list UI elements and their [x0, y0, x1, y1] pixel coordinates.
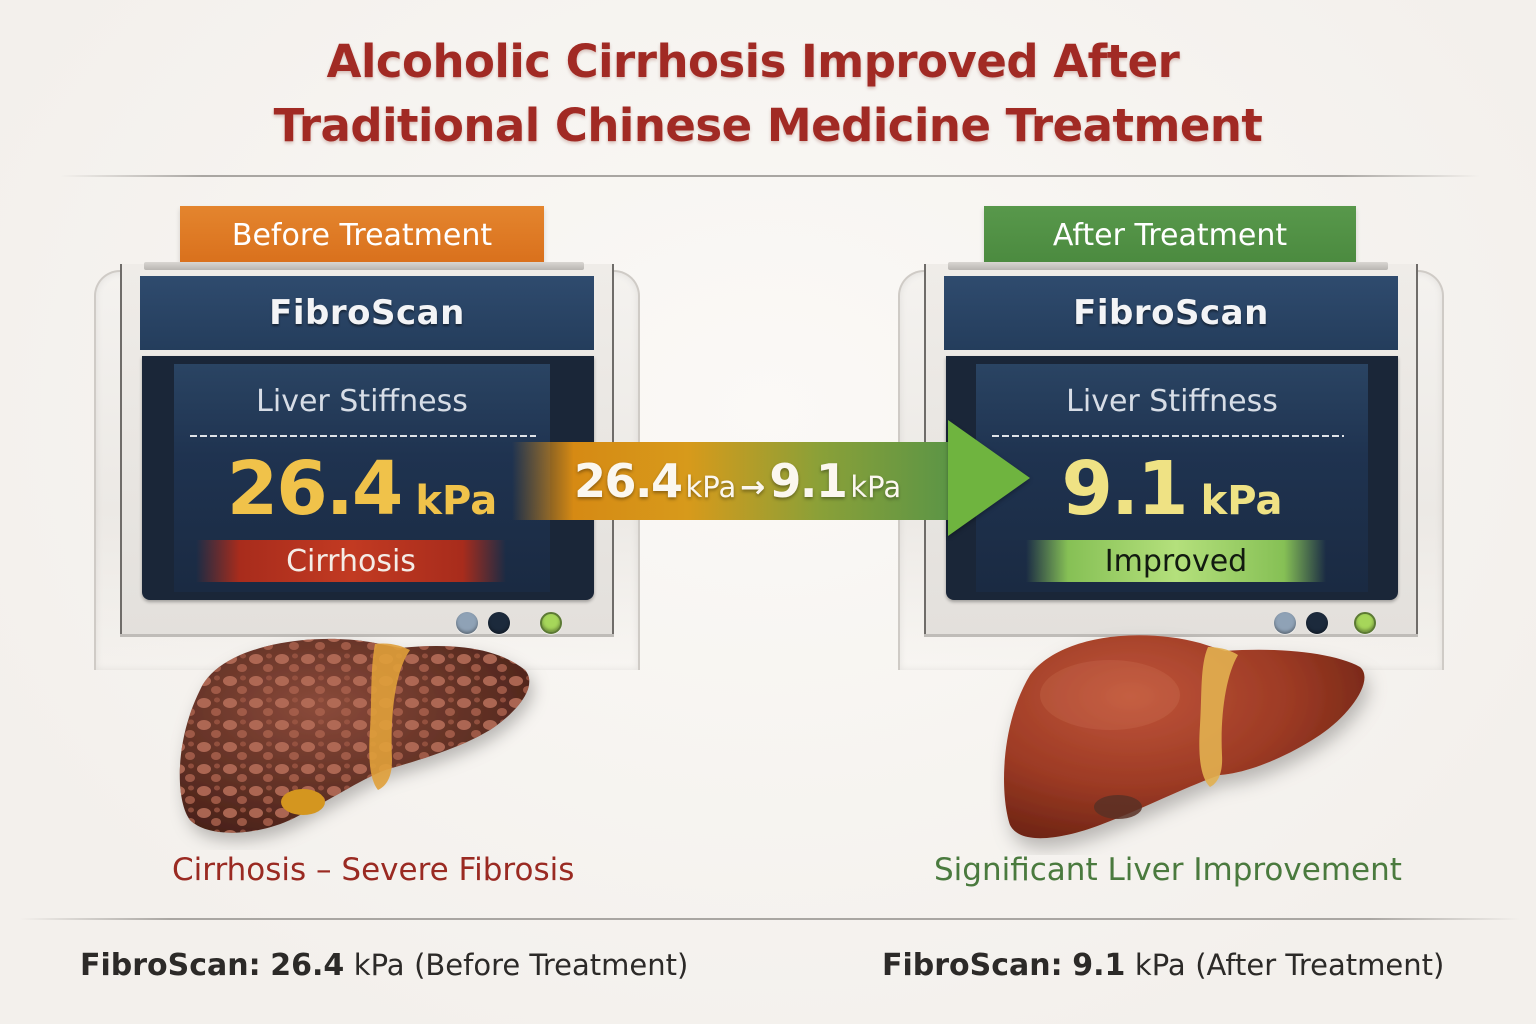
after-fibroscan-device: FibroScan Liver Stiffness 9.1 kPa Improve… — [898, 262, 1444, 672]
before-footer-summary: FibroScan: 26.4 kPa (Before Treatment) — [80, 948, 688, 983]
status-badge-cirrhosis: Cirrhosis — [196, 540, 506, 582]
footer-label: FibroScan: — [80, 948, 261, 983]
transition-arrow: 26.4 kPa → 9.1 kPa — [512, 420, 1032, 560]
after-liver-caption: Significant Liver Improvement — [934, 852, 1402, 888]
title-line-2: Traditional Chinese Medicine Treatment — [273, 99, 1263, 152]
top-divider — [60, 175, 1480, 177]
status-text: Improved — [1104, 543, 1248, 579]
stiffness-reading: 26.4 kPa — [174, 446, 550, 532]
dashed-divider — [190, 435, 536, 437]
stiffness-unit: kPa — [1200, 478, 1283, 524]
device-brand: FibroScan — [269, 293, 465, 333]
screen-panel: Liver Stiffness 9.1 kPa Improved — [976, 364, 1368, 592]
indicator-lights — [1270, 612, 1410, 636]
footer-unit: kPa — [1134, 948, 1186, 982]
bottom-divider — [20, 918, 1520, 920]
before-tab-label: Before Treatment — [231, 217, 493, 253]
device-top-bar — [144, 262, 584, 270]
footer-unit: kPa — [353, 948, 405, 982]
page-title: Alcoholic Cirrhosis Improved After Tradi… — [0, 30, 1536, 158]
green-light-icon — [540, 612, 562, 634]
device-ledge — [120, 634, 614, 637]
healthy-liver-icon — [1004, 635, 1365, 839]
grey-light-icon — [1274, 612, 1296, 634]
dark-light-icon — [1306, 612, 1328, 634]
dashed-divider — [992, 435, 1344, 437]
stiffness-reading: 9.1 kPa — [976, 446, 1368, 532]
green-light-icon — [1354, 612, 1376, 634]
footer-note: (Before Treatment) — [414, 948, 689, 982]
stiffness-unit: kPa — [415, 478, 498, 524]
footer-note: (After Treatment) — [1195, 948, 1445, 982]
to-value: 9.1 — [769, 454, 848, 508]
status-badge-improved: Improved — [1026, 540, 1326, 582]
before-liver-caption: Cirrhosis – Severe Fibrosis — [172, 852, 575, 888]
from-unit: kPa — [685, 470, 737, 504]
footer-value: 9.1 — [1072, 948, 1126, 983]
indicator-lights — [452, 612, 592, 636]
transition-text: 26.4 kPa → 9.1 kPa — [574, 446, 901, 516]
after-treatment-tab: After Treatment — [984, 206, 1356, 264]
device-top-bar — [948, 262, 1388, 270]
screen-panel: Liver Stiffness 26.4 kPa Cirrhosis — [174, 364, 550, 592]
device-brand-bar: FibroScan — [944, 276, 1398, 350]
dark-light-icon — [488, 612, 510, 634]
arrow-head-icon — [948, 420, 1030, 536]
after-footer-summary: FibroScan: 9.1 kPa (After Treatment) — [882, 948, 1444, 983]
before-treatment-tab: Before Treatment — [180, 206, 544, 264]
after-tab-label: After Treatment — [1052, 217, 1288, 253]
from-value: 26.4 — [574, 454, 683, 508]
device-screen: Liver Stiffness 9.1 kPa Improved — [946, 356, 1398, 600]
stiffness-value: 9.1 — [1061, 446, 1189, 532]
device-ledge — [924, 634, 1418, 637]
grey-light-icon — [456, 612, 478, 634]
metric-label: Liver Stiffness — [1066, 384, 1278, 419]
device-brand: FibroScan — [1073, 293, 1269, 333]
stiffness-value: 26.4 — [226, 446, 404, 532]
title-line-1: Alcoholic Cirrhosis Improved After — [326, 35, 1180, 88]
footer-value: 26.4 — [270, 948, 345, 983]
to-unit: kPa — [850, 470, 902, 504]
right-arrow-icon: → — [740, 470, 766, 505]
device-brand-bar: FibroScan — [140, 276, 594, 350]
metric-label: Liver Stiffness — [256, 384, 468, 419]
cirrhotic-liver-icon — [179, 638, 530, 833]
footer-label: FibroScan: — [882, 948, 1063, 983]
arrow-band — [512, 442, 952, 520]
status-text: Cirrhosis — [286, 543, 416, 579]
